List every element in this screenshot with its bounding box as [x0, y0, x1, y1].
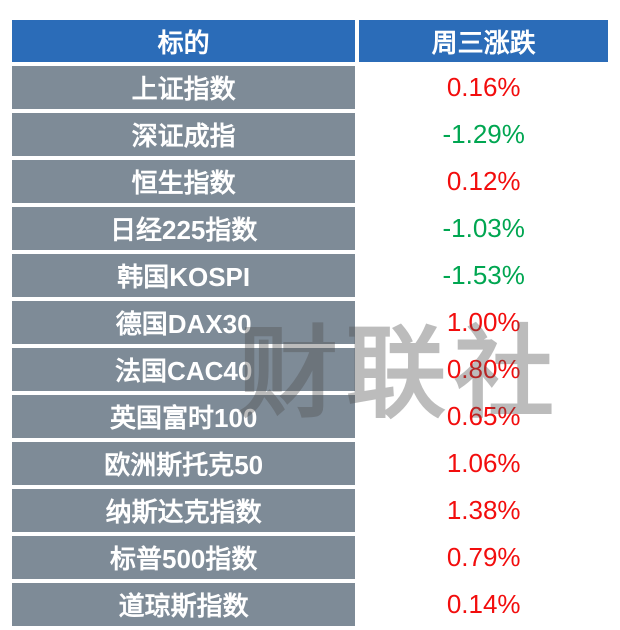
change-value-cell: -1.29% [359, 113, 608, 156]
change-value-cell: 0.79% [359, 536, 608, 579]
table-row: 日经225指数 -1.03% [12, 207, 608, 250]
table-row: 恒生指数 0.12% [12, 160, 608, 203]
index-name-cell: 纳斯达克指数 [12, 489, 356, 532]
table-row: 英国富时100 0.65% [12, 395, 608, 438]
index-name-cell: 法国CAC40 [12, 348, 356, 391]
change-value-cell: 0.80% [359, 348, 608, 391]
index-name-cell: 标普500指数 [12, 536, 356, 579]
index-name-cell: 上证指数 [12, 66, 356, 109]
index-name-cell: 英国富时100 [12, 395, 356, 438]
table-row: 法国CAC40 0.80% [12, 348, 608, 391]
table-row: 道琼斯指数 0.14% [12, 583, 608, 626]
index-name-cell: 日经225指数 [12, 207, 356, 250]
index-name-cell: 欧洲斯托克50 [12, 442, 356, 485]
market-index-table: 标的 周三涨跌 上证指数 0.16% 深证成指 -1.29% 恒生指数 0.12% 日经22… [8, 16, 612, 630]
table-header-row: 标的 周三涨跌 [12, 20, 608, 62]
header-wednesday-change: 周三涨跌 [359, 20, 608, 62]
change-value-cell: 1.38% [359, 489, 608, 532]
index-name-cell: 深证成指 [12, 113, 356, 156]
index-name-cell: 恒生指数 [12, 160, 356, 203]
change-value-cell: 1.06% [359, 442, 608, 485]
table-row: 深证成指 -1.29% [12, 113, 608, 156]
table-row: 德国DAX30 1.00% [12, 301, 608, 344]
change-value-cell: -1.53% [359, 254, 608, 297]
change-value-cell: 0.16% [359, 66, 608, 109]
table-row: 上证指数 0.16% [12, 66, 608, 109]
index-name-cell: 德国DAX30 [12, 301, 356, 344]
index-name-cell: 道琼斯指数 [12, 583, 356, 626]
change-value-cell: 0.12% [359, 160, 608, 203]
table-row: 欧洲斯托克50 1.06% [12, 442, 608, 485]
header-target: 标的 [12, 20, 356, 62]
table-row: 标普500指数 0.79% [12, 536, 608, 579]
index-name-cell: 韩国KOSPI [12, 254, 356, 297]
table-row: 纳斯达克指数 1.38% [12, 489, 608, 532]
index-change-table: 标的 周三涨跌 上证指数 0.16% 深证成指 -1.29% 恒生指数 0.12% 日经22… [8, 16, 612, 630]
table-row: 韩国KOSPI -1.53% [12, 254, 608, 297]
change-value-cell: 0.65% [359, 395, 608, 438]
change-value-cell: -1.03% [359, 207, 608, 250]
change-value-cell: 0.14% [359, 583, 608, 626]
change-value-cell: 1.00% [359, 301, 608, 344]
